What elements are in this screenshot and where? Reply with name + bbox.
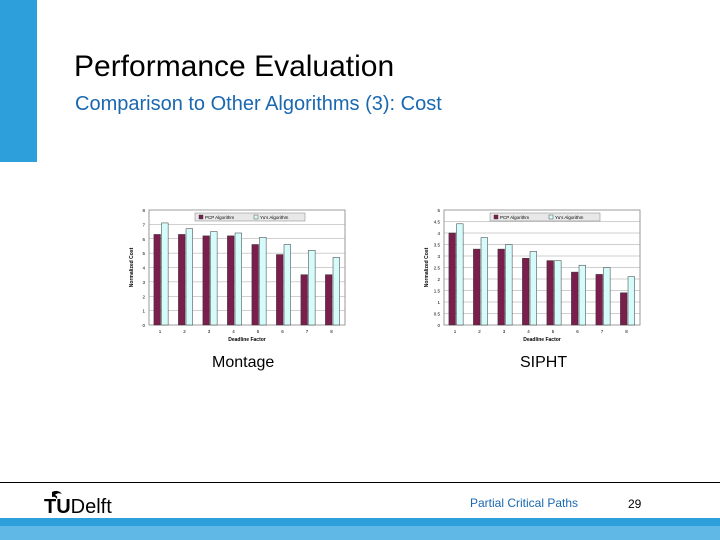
bar-yu-3 [505,244,513,326]
bar-pcp-1 [153,234,161,326]
x-tick-label: 6 [281,329,284,334]
bar-yu-2 [480,237,488,326]
legend: PCP Algorithm Yu's Algorithm [194,212,306,222]
bar-yu-7 [603,267,611,326]
bar-pcp-8 [620,292,628,326]
logo-delft: Delft [70,496,112,518]
x-tick-label: 2 [478,329,481,334]
y-tick-label: 0 [142,323,145,328]
bar-yu-4 [529,251,537,326]
bar-pcp-2 [178,234,186,326]
bar-yu-6 [283,244,291,326]
x-tick-label: 4 [232,329,235,334]
legend-label: Yu's Algorithm [260,215,289,220]
montage-cost-chart: 0 1 2 3 4 5 6 7 8 1 2 3 4 5 6 7 8 PCP Algorithm Yu's Algor… [129,208,346,343]
bar-yu-5 [259,237,267,326]
bar-pcp-1 [448,232,456,326]
bar-yu-2 [185,228,193,326]
bar-pcp-3 [202,235,210,326]
y-tick-label: 0 [437,323,440,328]
y-tick-label: 5 [142,251,145,256]
y-tick-label: 2 [437,277,440,282]
y-tick-label: 1 [142,309,145,314]
bar-yu-3 [210,231,218,326]
legend-label: PCP Algorithm [205,215,234,220]
tu-delft-logo: TUDelft [44,496,112,519]
bar-pcp-2 [473,248,481,326]
legend-box [194,212,306,222]
y-tick-label: 8 [142,208,145,213]
y-tick-label: 1.5 [434,289,441,294]
slide-title: Performance Evaluation [74,50,395,83]
y-axis-label: Normalized Cost [129,247,135,287]
slide-subtitle: Comparison to Other Algorithms (3): Cost [75,93,442,115]
x-tick-label: 8 [330,329,333,334]
bar-pcp-4 [227,235,235,326]
sipht-caption: SIPHT [520,354,568,371]
y-tick-label: 6 [142,237,145,242]
bar-pcp-7 [300,274,308,326]
legend-label: PCP Algorithm [500,215,529,220]
y-tick-label: 7 [142,222,145,227]
y-tick-label: 3.5 [434,243,441,248]
y-tick-label: 4 [437,231,440,236]
logo-tu: TU [44,496,71,518]
footer-title: Partial Critical Paths [470,496,579,510]
x-tick-label: 7 [601,329,604,334]
bar-yu-4 [234,232,242,326]
x-tick-label: 2 [183,329,186,334]
x-tick-label: 7 [306,329,309,334]
bar-pcp-5 [546,260,554,326]
footer-divider [0,482,720,483]
y-tick-label: 5 [437,208,440,213]
x-tick-label: 5 [552,329,555,334]
x-tick-label: 6 [576,329,579,334]
legend-box [489,212,601,222]
y-tick-label: 0.5 [434,312,441,317]
legend-swatch [493,214,499,220]
y-tick-label: 3 [142,280,145,285]
x-axis-label: Deadline Factor [228,337,266,343]
bar-yu-6 [578,264,586,326]
legend: PCP Algorithm Yu's Algorithm [489,212,601,222]
x-tick-label: 8 [625,329,628,334]
sipht-cost-chart: 0 0.5 1 1.5 2 2.5 3 3.5 4 4.5 5 1 2 3 4 5 6 7 8 PCP Algorit… [424,208,641,343]
y-tick-label: 4 [142,266,145,271]
bar-pcp-7 [595,274,603,326]
y-tick-label: 3 [437,254,440,259]
y-tick-label: 1 [437,300,440,305]
bar-yu-7 [308,250,316,326]
bar-yu-1 [161,222,169,326]
legend-label: Yu's Algorithm [555,215,584,220]
bar-yu-1 [456,223,464,326]
bar-pcp-5 [251,244,259,326]
page-number: 29 [628,497,642,511]
x-axis-label: Deadline Factor [523,337,561,343]
bar-yu-8 [627,276,635,326]
bar-yu-8 [332,257,340,326]
x-tick-label: 3 [208,329,211,334]
bar-pcp-8 [325,274,333,326]
y-axis-label: Normalized Cost [424,247,430,287]
bar-pcp-6 [571,271,579,326]
bar-pcp-4 [522,258,530,326]
y-tick-label: 2 [142,294,145,299]
bar-pcp-3 [497,248,505,326]
legend-swatch [548,214,554,220]
y-tick-label: 4.5 [434,220,441,225]
bar-yu-5 [554,260,562,326]
legend-swatch [198,214,204,220]
x-tick-label: 1 [159,329,162,334]
bar-pcp-6 [276,254,284,326]
x-tick-label: 4 [527,329,530,334]
montage-caption: Montage [212,354,275,371]
x-tick-label: 3 [503,329,506,334]
x-tick-label: 1 [454,329,457,334]
y-tick-label: 2.5 [434,266,441,271]
legend-swatch [253,214,259,220]
footer-strip-inner [0,526,720,540]
x-tick-label: 5 [257,329,260,334]
accent-sidebar [0,0,37,162]
tu-delft-flame-icon [52,490,62,499]
